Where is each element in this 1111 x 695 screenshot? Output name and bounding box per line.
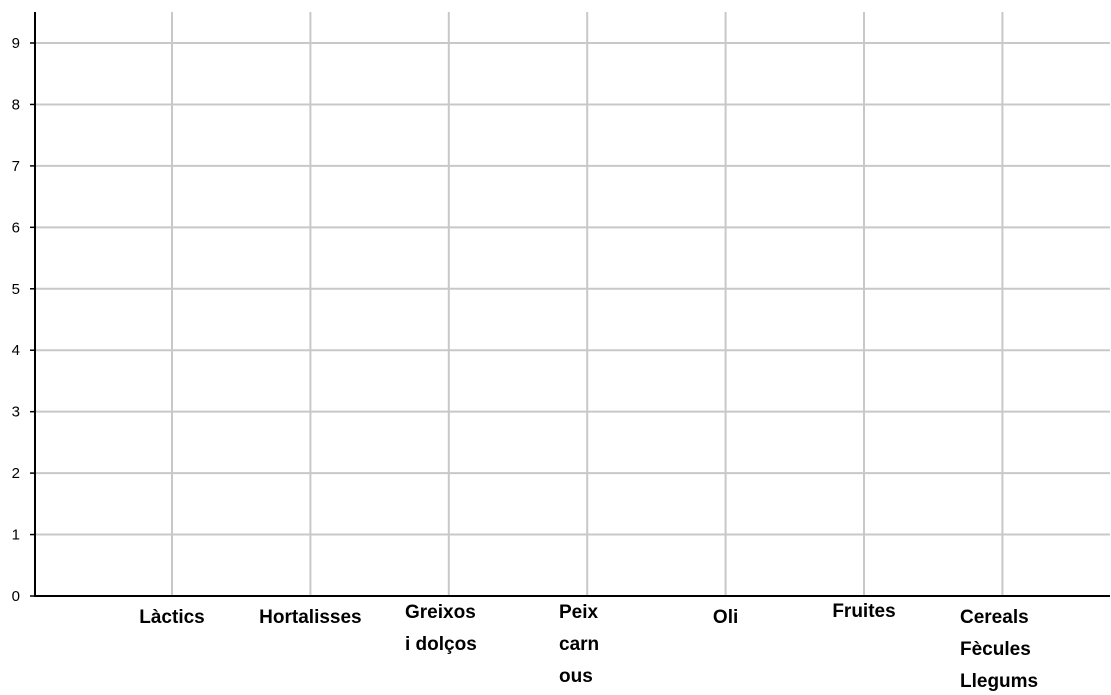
x-tick-label: Oli [713, 607, 738, 628]
y-tick-label: 5 [12, 281, 20, 298]
x-tick-label: Hortalisses [259, 607, 361, 628]
y-tick-label: 7 [12, 158, 20, 175]
x-axis-tick-labels: Làctics Hortalisses Greixos i dolços Peix car… [139, 601, 1038, 692]
x-tick-label-line: Fruites [832, 601, 895, 622]
y-tick-label: 4 [12, 342, 20, 359]
x-tick-label-line: Llegums [960, 671, 1038, 692]
y-tick-label: 0 [12, 588, 20, 605]
x-tick-label-line: carn [559, 634, 599, 655]
x-tick-label-line: Hortalisses [259, 607, 361, 628]
y-tick-label: 9 [12, 35, 20, 52]
y-tick-label: 1 [12, 527, 20, 544]
x-tick-label: Fruites [832, 601, 895, 622]
x-tick-label: Greixos i dolços [405, 602, 477, 655]
x-tick-label-line: Oli [713, 607, 738, 628]
x-tick-label: Peix carn ous [559, 602, 599, 687]
x-tick-label-line: ous [559, 666, 593, 687]
y-tick-label: 8 [12, 96, 20, 113]
x-tick-label-line: Cereals [960, 607, 1029, 628]
grid-lines [35, 12, 1110, 596]
y-tick-label: 6 [12, 219, 20, 236]
x-tick-label-line: Greixos [405, 602, 476, 623]
axes [30, 12, 1110, 597]
x-tick-label-line: i dolços [405, 634, 477, 655]
y-tick-label: 3 [12, 404, 20, 421]
y-axis-tick-labels: 0 1 2 3 4 5 6 7 8 9 [12, 35, 20, 605]
y-tick-label: 2 [12, 465, 20, 482]
x-tick-label-line: Peix [559, 602, 599, 623]
x-tick-label: Cereals Fècules Llegums [960, 607, 1038, 692]
x-tick-label-line: Fècules [960, 639, 1031, 660]
x-tick-label: Làctics [139, 607, 204, 628]
x-tick-label-line: Làctics [139, 607, 204, 628]
